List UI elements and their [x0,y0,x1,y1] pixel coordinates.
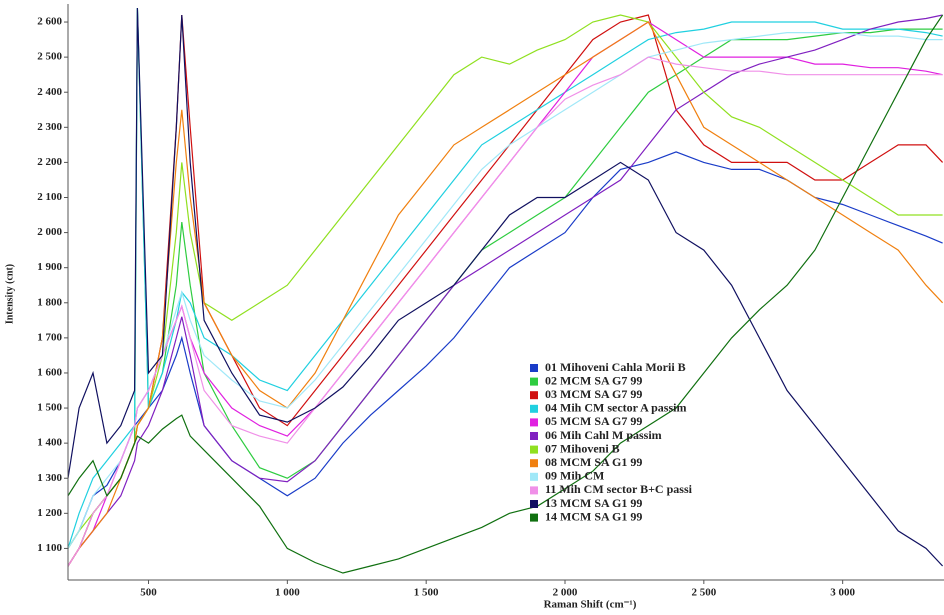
series-line [68,151,943,549]
legend-swatch [530,445,538,454]
series-line [68,7,943,567]
legend-swatch [530,364,538,372]
y-tick-label: 2 100 [37,191,62,203]
x-tick-label: 2 500 [691,587,716,599]
legend-label: 08 MCM SA G1 99 [545,455,642,469]
y-tick-label: 1 100 [37,542,62,554]
legend-swatch [530,459,538,468]
legend-label: 04 Mih CM sector A passim [545,401,686,415]
y-tick-label: 2 600 [37,16,62,28]
series-line [68,56,943,567]
legend-label: 06 Mih Cahl M passim [545,428,662,442]
legend-swatch [530,391,538,400]
y-tick-label: 1 700 [37,331,62,343]
plot-area [68,7,944,574]
legend-swatch [530,418,538,427]
series-line [68,14,943,567]
legend-label: 05 MCM SA G7 99 [545,414,642,428]
legend-swatch [530,432,538,440]
y-tick-label: 2 500 [37,51,62,63]
legend: 01 Mihoveni Cahla Morii B02 MCM SA G7 99… [530,360,693,523]
legend-label: 13 MCM SA G1 99 [545,496,642,510]
legend-swatch [530,472,538,481]
legend-label: 11 Mih CM sector B+C passi [545,482,693,496]
y-tick-label: 1 400 [37,437,62,449]
legend-label: 14 MCM SA G1 99 [545,509,642,523]
legend-label: 07 Mihoveni B [545,441,620,455]
x-tick-label: 1 000 [275,587,300,599]
legend-label: 02 MCM SA G7 99 [545,373,642,387]
y-tick-label: 2 000 [37,226,62,238]
x-tick-label: 500 [140,587,157,599]
y-tick-label: 1 800 [37,296,62,308]
y-tick-label: 2 200 [37,156,62,168]
y-tick-label: 1 300 [37,472,62,484]
y-tick-label: 1 900 [37,261,62,273]
series-line [68,21,943,567]
legend-swatch [530,486,538,495]
x-tick-label: 1 500 [414,587,439,599]
legend-swatch [530,513,538,522]
y-tick-label: 1 500 [37,402,62,414]
y-tick-label: 1 200 [37,507,62,519]
y-tick-label: 2 400 [37,86,62,98]
y-axis-label: Intensity (cnt) [4,264,15,324]
y-tick-label: 1 600 [37,366,62,378]
legend-label: 03 MCM SA G7 99 [545,387,642,401]
legend-swatch [530,500,538,508]
legend-label: 09 Mih CM [545,469,604,483]
series-line [68,32,943,549]
legend-swatch [530,377,538,386]
y-tick-label: 2 300 [37,121,62,133]
x-tick-label: 3 000 [830,587,855,599]
series-line [68,7,944,567]
series-line [68,14,943,549]
legend-swatch [530,404,538,413]
series-line [68,14,944,567]
x-axis-label: Raman Shift (cm⁻¹) [544,599,637,611]
series-line [68,21,944,567]
series-line [68,14,944,574]
legend-label: 01 Mihoveni Cahla Morii B [545,360,686,374]
x-tick-label: 2 000 [553,587,578,599]
